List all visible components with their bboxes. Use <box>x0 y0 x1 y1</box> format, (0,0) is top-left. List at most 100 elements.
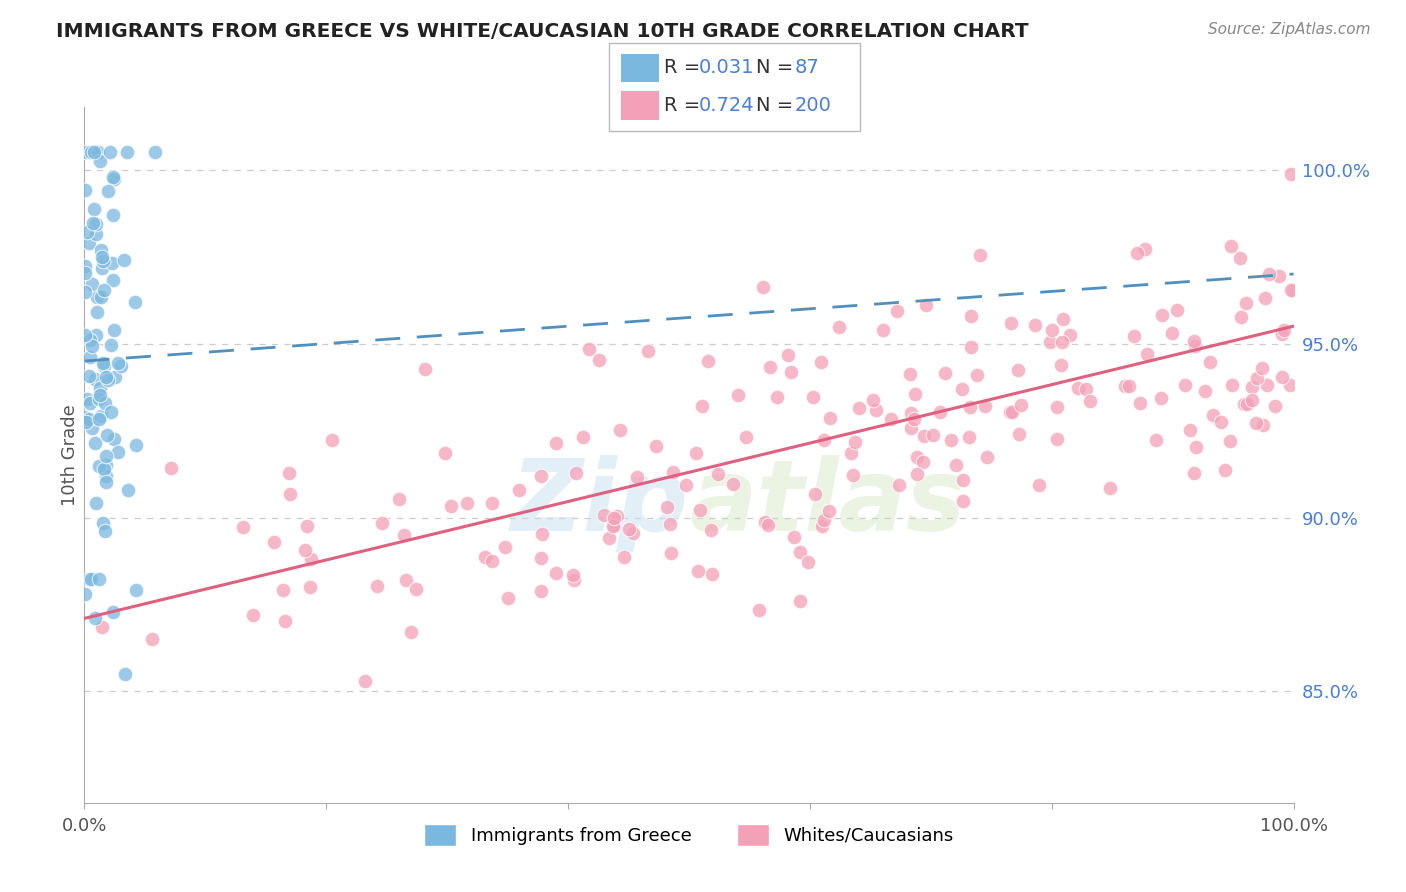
Point <box>91 260 114 275</box>
Text: IMMIGRANTS FROM GREECE VS WHITE/CAUCASIAN 10TH GRADE CORRELATION CHART: IMMIGRANTS FROM GREECE VS WHITE/CAUCASIA… <box>56 22 1029 41</box>
Point <box>1271 370 1294 384</box>
Point <box>263 535 285 549</box>
Point <box>862 392 884 407</box>
Point <box>96 458 118 472</box>
Point <box>87 459 110 474</box>
Point <box>77 412 100 426</box>
Point <box>696 354 718 368</box>
Point <box>125 583 148 598</box>
Point <box>1246 416 1268 430</box>
Point <box>73 260 96 274</box>
Point <box>606 509 628 524</box>
Point <box>797 555 820 569</box>
Point <box>689 503 711 517</box>
Point <box>87 145 110 160</box>
Point <box>810 355 832 369</box>
Text: 87: 87 <box>794 58 820 78</box>
Point <box>637 344 659 359</box>
Point <box>1229 251 1251 265</box>
Point <box>1024 318 1046 332</box>
Point <box>160 460 183 475</box>
Point <box>83 372 105 386</box>
Point <box>395 574 418 588</box>
Point <box>77 235 100 250</box>
Point <box>598 532 620 546</box>
Point <box>80 573 103 587</box>
Point <box>655 500 678 514</box>
Point <box>1150 391 1173 405</box>
Point <box>688 564 710 578</box>
Point <box>321 434 343 448</box>
Point <box>103 172 125 186</box>
Point <box>1000 405 1022 419</box>
Point <box>578 342 600 356</box>
Point <box>1246 371 1268 385</box>
Point <box>751 279 773 293</box>
Text: R =: R = <box>664 95 706 115</box>
Point <box>84 610 107 624</box>
Point <box>1046 432 1069 446</box>
Point <box>1050 358 1073 372</box>
Point <box>848 401 870 415</box>
Point <box>1135 242 1157 256</box>
Point <box>89 412 111 426</box>
Point <box>903 412 925 426</box>
Point <box>602 511 624 525</box>
Point <box>966 368 988 383</box>
Point <box>508 483 530 497</box>
Point <box>107 445 129 459</box>
Point <box>1182 334 1205 348</box>
Point <box>546 435 568 450</box>
Point <box>93 462 115 476</box>
Point <box>103 432 125 446</box>
Point <box>810 519 832 533</box>
Point <box>1052 312 1074 326</box>
Point <box>114 667 136 681</box>
Point <box>94 475 117 489</box>
Point <box>96 427 118 442</box>
Point <box>572 430 595 444</box>
Point <box>904 387 927 401</box>
Point <box>354 673 377 688</box>
Point <box>1281 283 1303 297</box>
Text: N =: N = <box>756 58 800 78</box>
Point <box>872 323 894 337</box>
Point <box>905 450 928 464</box>
Point <box>613 549 636 564</box>
Point <box>273 614 295 628</box>
Point <box>103 170 125 185</box>
Point <box>880 411 903 425</box>
Point <box>79 350 101 364</box>
Point <box>1098 481 1121 495</box>
Point <box>496 591 519 605</box>
Point <box>86 327 108 342</box>
Text: Source: ZipAtlas.com: Source: ZipAtlas.com <box>1208 22 1371 37</box>
Point <box>1234 296 1257 310</box>
Point <box>84 218 107 232</box>
Point <box>565 466 588 480</box>
Point <box>530 468 553 483</box>
Point <box>101 256 124 270</box>
Point <box>959 401 981 415</box>
Point <box>544 566 567 580</box>
Text: R =: R = <box>664 58 706 78</box>
Point <box>1114 379 1136 393</box>
Point <box>84 227 107 241</box>
Point <box>101 605 124 619</box>
Point <box>969 248 991 262</box>
Text: atlas: atlas <box>689 455 966 552</box>
Point <box>976 450 998 464</box>
Point <box>1251 360 1274 375</box>
Point <box>73 328 96 343</box>
Point <box>1279 283 1302 297</box>
Point <box>1240 380 1263 394</box>
Point <box>86 290 108 304</box>
Point <box>1232 397 1254 411</box>
Point <box>783 530 806 544</box>
Point <box>1258 267 1281 281</box>
Point <box>1118 379 1140 393</box>
Point <box>789 593 811 607</box>
Point <box>456 496 478 510</box>
Point <box>754 515 776 529</box>
Point <box>434 445 457 459</box>
